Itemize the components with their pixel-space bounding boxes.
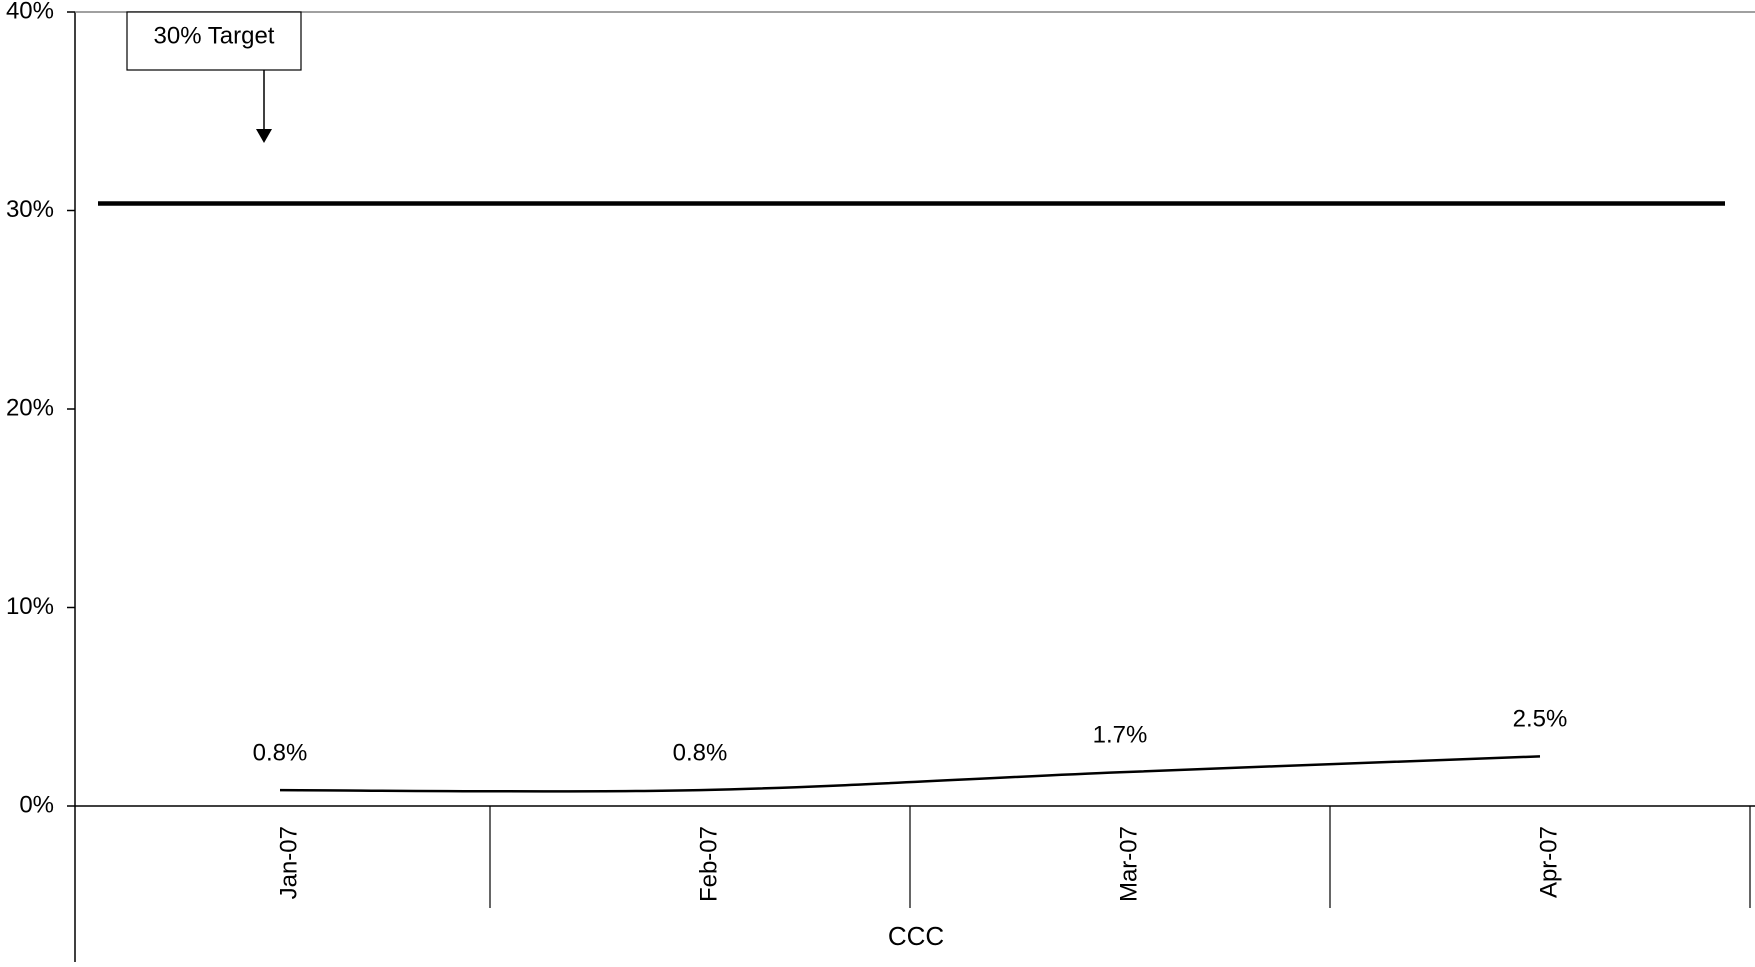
y-tick-label: 40% xyxy=(6,0,54,24)
y-tick-label: 0% xyxy=(19,791,54,818)
target-annotation-label: 30% Target xyxy=(154,22,275,49)
x-axis-title: CCC xyxy=(888,921,944,951)
x-category-label: Jan-07 xyxy=(275,826,302,899)
x-category-label: Feb-07 xyxy=(695,826,722,902)
y-axis-ticks: 0% 10% 20% 30% 40% xyxy=(6,0,75,818)
y-tick-label: 20% xyxy=(6,394,54,421)
x-category-label: Mar-07 xyxy=(1115,826,1142,902)
data-label: 0.8% xyxy=(253,739,308,766)
data-label: 2.5% xyxy=(1513,706,1568,733)
data-label: 1.7% xyxy=(1093,722,1148,749)
target-annotation-arrowhead xyxy=(256,129,272,143)
data-labels: 0.8% 0.8% 1.7% 2.5% xyxy=(253,706,1568,767)
data-label: 0.8% xyxy=(673,739,728,766)
x-category-label: Apr-07 xyxy=(1535,826,1562,898)
series-line xyxy=(279,755,1541,793)
y-tick-label: 30% xyxy=(6,196,54,223)
x-axis-ticks: Jan-07 Feb-07 Mar-07 Apr-07 xyxy=(275,806,1751,908)
target-annotation-box xyxy=(126,11,302,71)
y-tick-label: 10% xyxy=(6,593,54,620)
